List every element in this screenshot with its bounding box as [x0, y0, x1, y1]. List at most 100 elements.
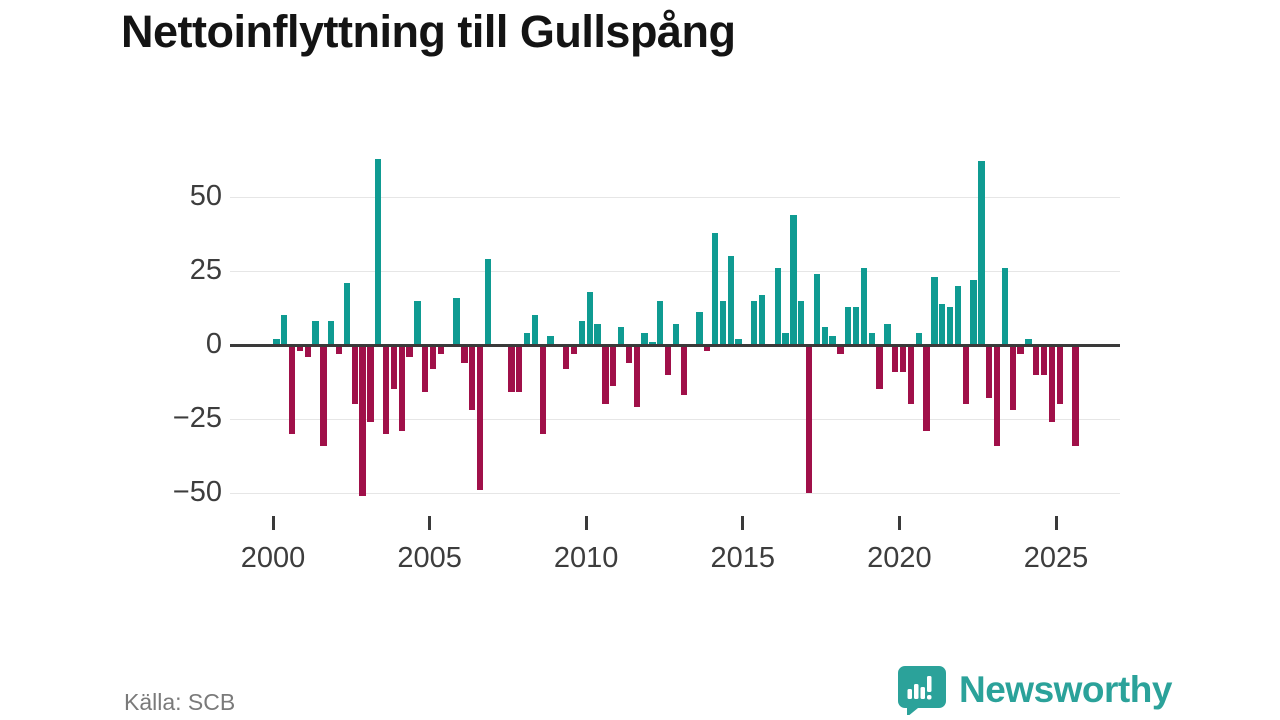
bar-2004-q4 [422, 345, 429, 393]
y-axis-label--50: −50 [172, 476, 222, 508]
bar-2010-q4 [610, 345, 617, 387]
bar-2021-q4 [954, 285, 962, 345]
x-axis-tick-2000 [271, 516, 275, 530]
gridline--25 [230, 418, 1120, 420]
x-axis-tick-2010 [584, 516, 588, 530]
bar-2006-q1 [461, 345, 468, 363]
bar-2013-q3 [696, 312, 703, 345]
bar-2020-q3 [915, 333, 922, 345]
bar-2002-q4 [359, 345, 366, 496]
x-axis-label-2020: 2020 [867, 542, 932, 574]
bar-2014-q1 [711, 232, 719, 345]
bar-2022-q3 [978, 161, 985, 345]
bar-2014-q4 [735, 339, 742, 345]
bar-2020-q2 [907, 345, 915, 405]
bar-2003-q3 [382, 345, 390, 434]
bar-2014-q2 [719, 300, 727, 345]
bar-2016-q2 [782, 333, 789, 345]
bar-2016-q1 [774, 268, 781, 345]
bar-2010-q1 [586, 291, 593, 345]
bar-2006-q3 [476, 345, 484, 491]
gridline-25 [230, 270, 1120, 272]
bar-2005-q4 [453, 297, 460, 345]
x-axis-label-2025: 2025 [1023, 542, 1089, 574]
bar-2009-q2 [563, 345, 570, 369]
source-label: Källa: SCB [124, 689, 236, 715]
bar-2012-q2 [657, 300, 664, 345]
bar-2019-q4 [892, 345, 899, 372]
bar-2019-q3 [884, 324, 891, 345]
bar-2012-q4 [672, 324, 680, 345]
bar-2013-q4 [704, 345, 711, 351]
x-axis-label-2010: 2010 [553, 542, 619, 574]
bar-2004-q2 [406, 345, 413, 357]
bar-2003-q1 [367, 345, 374, 422]
bar-2020-q1 [899, 345, 907, 372]
bar-2011-q3 [633, 345, 640, 408]
bar-2009-q4 [578, 321, 586, 345]
bar-2018-q1 [837, 345, 844, 354]
y-axis-label-50: 50 [189, 180, 222, 212]
bar-2010-q2 [594, 324, 601, 345]
bar-2004-q1 [398, 345, 405, 431]
bar-2012-q3 [664, 345, 672, 375]
x-axis-tick-2020 [897, 516, 901, 530]
bar-2023-q2 [1001, 268, 1009, 345]
bar-2017-q2 [813, 273, 821, 345]
bar-2017-q4 [829, 336, 836, 345]
bar-2022-q2 [970, 279, 977, 345]
x-axis-tick-2005 [428, 516, 432, 530]
bar-2001-q3 [320, 345, 327, 446]
bar-2001-q2 [312, 321, 319, 345]
bar-2015-q2 [751, 300, 758, 345]
bar-2003-q4 [390, 345, 398, 390]
bar-2019-q2 [876, 345, 883, 390]
bar-2011-q2 [625, 345, 633, 363]
bar-2007-q4 [516, 345, 523, 393]
x-axis-tick-2015 [741, 516, 745, 530]
bar-2006-q4 [484, 259, 492, 345]
bar-2006-q2 [469, 345, 476, 411]
bar-2001-q4 [328, 321, 335, 345]
bar-2020-q4 [923, 345, 930, 431]
bar-2010-q3 [602, 345, 609, 405]
chart-title: Nettoinflyttning till Gullspång [121, 6, 736, 57]
bar-2021-q3 [946, 306, 954, 345]
bar-2008-q1 [523, 333, 531, 345]
y-axis-label-25: 25 [189, 254, 222, 286]
gridline--50 [230, 492, 1120, 494]
bar-2014-q3 [727, 256, 734, 345]
bar-2002-q2 [343, 282, 351, 345]
bar-2024-q4 [1048, 345, 1056, 422]
bar-2004-q3 [414, 300, 421, 345]
x-axis-label-2005: 2005 [397, 542, 462, 574]
newsworthy-logo-icon [898, 666, 946, 715]
bar-2005-q2 [437, 345, 445, 354]
bar-2024-q3 [1040, 345, 1048, 375]
newsworthy-logo[interactable]: Newsworthy [895, 664, 1172, 715]
bar-2007-q3 [508, 345, 515, 393]
bar-2000-q4 [296, 345, 304, 351]
bar-2024-q2 [1033, 345, 1040, 375]
x-axis-tick-2025 [1054, 516, 1058, 530]
bar-2025-q1 [1056, 345, 1063, 405]
bar-2009-q3 [570, 345, 578, 354]
bar-2003-q2 [375, 158, 382, 345]
bar-2018-q3 [852, 306, 860, 345]
bar-2016-q3 [790, 214, 797, 345]
bar-2023-q1 [993, 345, 1001, 446]
bar-2002-q3 [351, 345, 358, 405]
bar-2001-q1 [304, 345, 311, 357]
bar-2025-q3 [1072, 345, 1079, 446]
bar-2008-q2 [531, 315, 539, 345]
bar-2011-q1 [617, 327, 625, 345]
bar-2000-q2 [281, 315, 288, 345]
bar-2017-q1 [805, 345, 813, 493]
bar-2022-q4 [986, 345, 993, 399]
newsworthy-logo-text: Newsworthy [959, 668, 1172, 710]
y-axis-label--25: −25 [172, 402, 222, 434]
bar-2016-q4 [798, 300, 805, 345]
x-axis-label-2015: 2015 [710, 542, 776, 574]
